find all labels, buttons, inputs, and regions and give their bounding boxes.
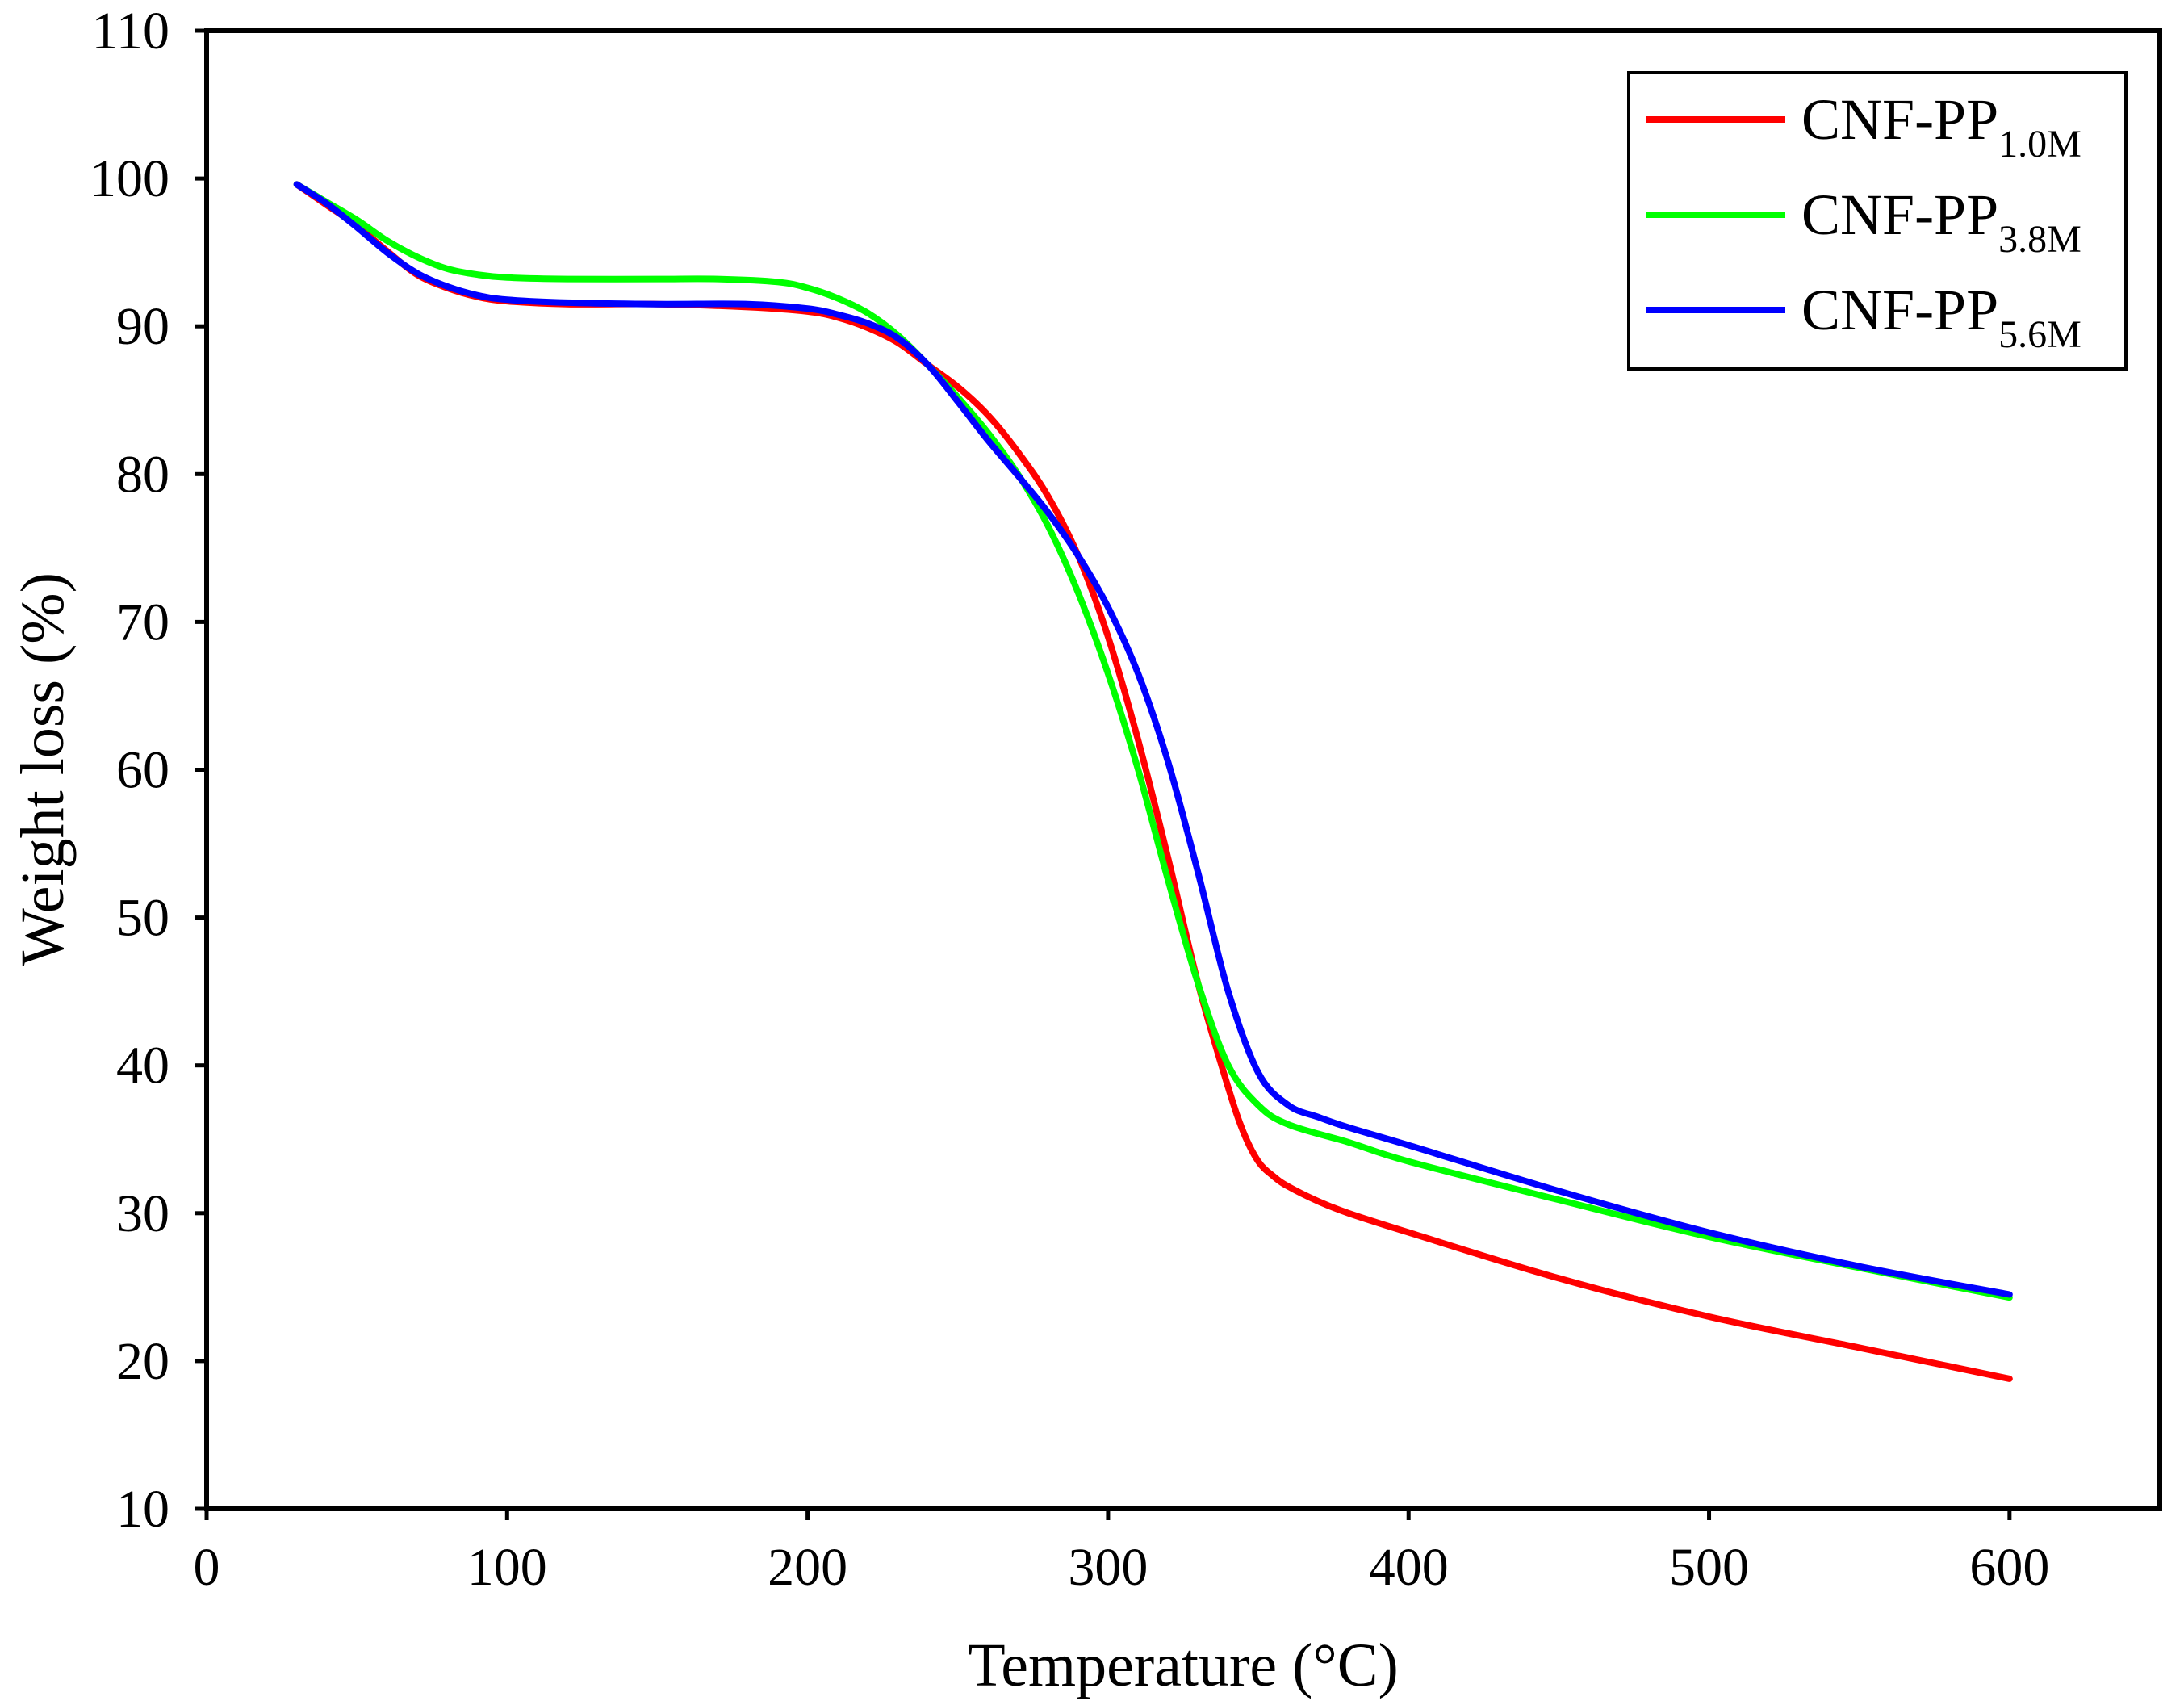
x-tick-label: 600 bbox=[1969, 1538, 2049, 1597]
y-tick-label: 10 bbox=[116, 1480, 169, 1539]
x-tick-label: 0 bbox=[194, 1538, 220, 1597]
y-axis-ticks: 10 20 30 40 50 60 70 80 90 100 110 bbox=[90, 2, 207, 1539]
series-layer bbox=[293, 181, 2013, 1382]
y-tick-label: 70 bbox=[116, 593, 169, 651]
y-tick-label: 30 bbox=[116, 1184, 169, 1243]
x-tick-label: 300 bbox=[1068, 1538, 1148, 1597]
legend-label-subscript: 3.8M bbox=[1998, 218, 2081, 261]
y-tick-label: 80 bbox=[116, 445, 169, 504]
legend-label-subscript: 1.0M bbox=[1998, 123, 2081, 165]
y-tick-label: 100 bbox=[90, 149, 169, 208]
x-tick-label: 400 bbox=[1369, 1538, 1449, 1597]
y-tick-label: 20 bbox=[116, 1332, 169, 1391]
x-axis-title: Temperature (°C) bbox=[968, 1632, 1399, 1699]
y-tick-label: 50 bbox=[116, 889, 169, 948]
x-tick-label: 500 bbox=[1669, 1538, 1749, 1597]
y-tick-label: 90 bbox=[116, 297, 169, 356]
series-line-3 bbox=[293, 181, 2013, 1298]
y-axis-title: Weight loss (%) bbox=[9, 572, 77, 966]
x-tick-label: 200 bbox=[768, 1538, 847, 1597]
x-axis-ticks: 0 100 200 300 400 500 600 bbox=[194, 1509, 2049, 1597]
y-tick-label: 40 bbox=[116, 1037, 169, 1095]
y-tick-label: 60 bbox=[116, 741, 169, 800]
x-tick-label: 100 bbox=[467, 1538, 547, 1597]
legend-label-subscript: 5.6M bbox=[1998, 313, 2081, 356]
y-tick-label: 110 bbox=[91, 2, 169, 61]
